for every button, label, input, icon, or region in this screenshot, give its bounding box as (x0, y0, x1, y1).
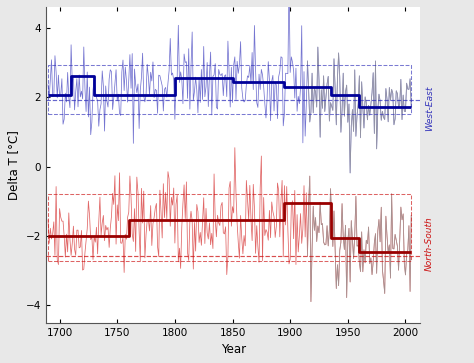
Text: West-East: West-East (425, 85, 434, 131)
X-axis label: Year: Year (220, 343, 246, 356)
Y-axis label: Delta T [°C]: Delta T [°C] (7, 130, 20, 200)
Text: North-South: North-South (425, 216, 434, 271)
